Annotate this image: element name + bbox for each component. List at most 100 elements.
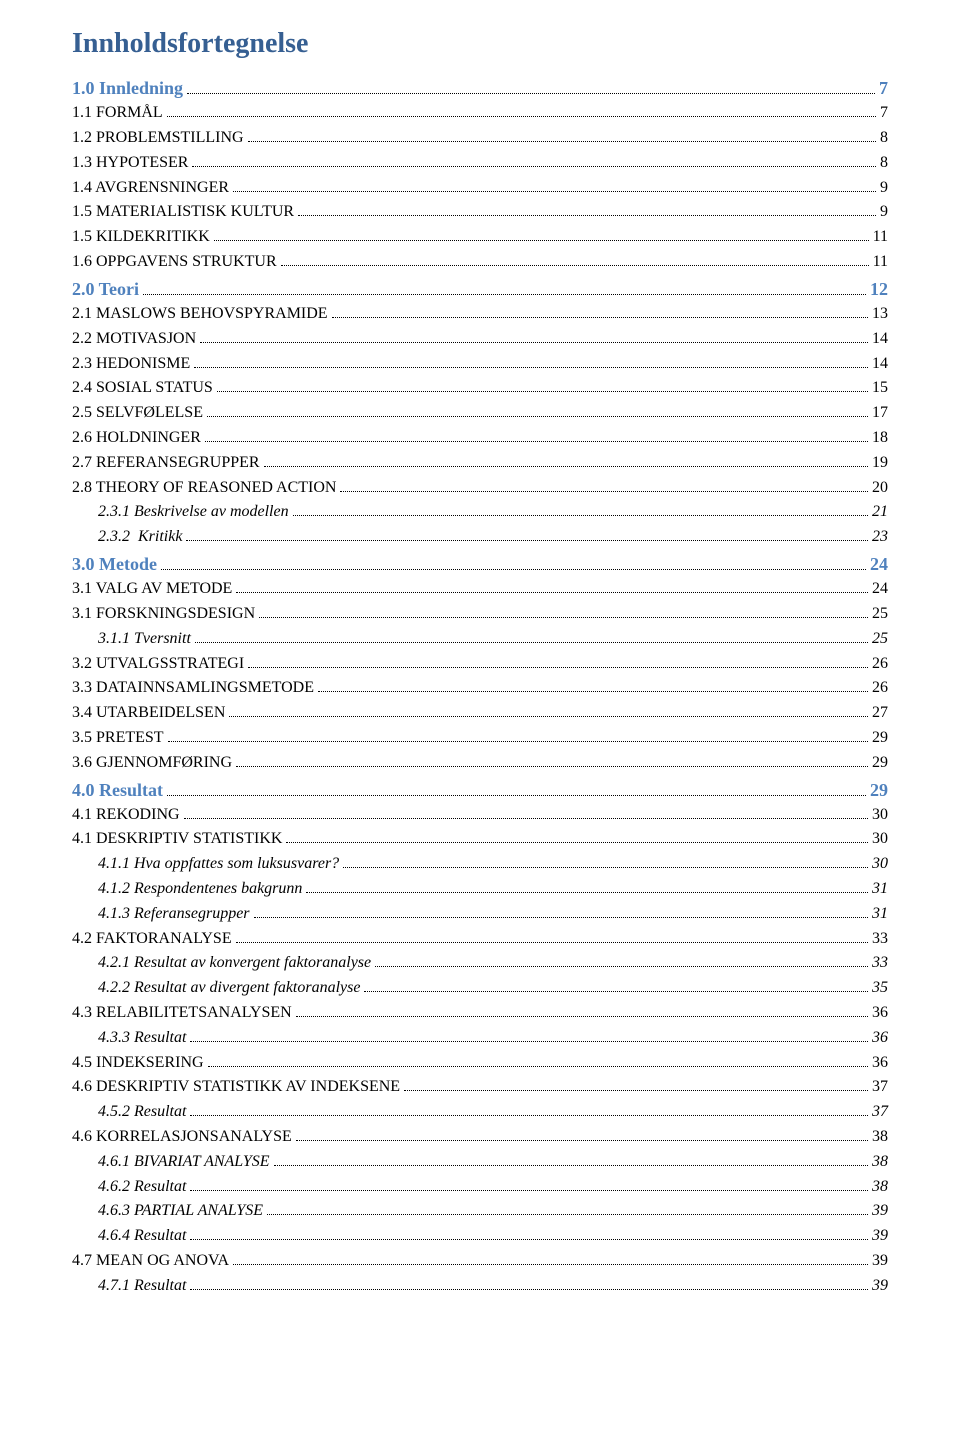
toc-entry-label: 4.7 MEAN OG ANOVA	[72, 1249, 229, 1274]
page-title: Innholdsfortegnelse	[72, 28, 888, 60]
toc-entry[interactable]: 4.6.1 BIVARIAT ANALYSE 38	[72, 1150, 888, 1175]
toc-leaders	[332, 304, 868, 318]
toc-leaders	[248, 128, 876, 142]
toc-entry[interactable]: 2.7 REFERANSEGRUPPER 19	[72, 451, 888, 476]
toc-entry[interactable]: 4.2 FAKTORANALYSE 33	[72, 927, 888, 952]
toc-leaders	[296, 1003, 868, 1017]
toc-entry-label: 2.6 HOLDNINGER	[72, 426, 201, 451]
toc-section-label: 1.0 Innledning	[72, 78, 183, 99]
toc-entry[interactable]: 4.7 MEAN OG ANOVA 39	[72, 1249, 888, 1274]
toc-entry-label: 2.4 SOSIAL STATUS	[72, 376, 213, 401]
toc-entry[interactable]: 2.8 THEORY OF REASONED ACTION 20	[72, 476, 888, 501]
toc-entry[interactable]: 2.1 MASLOWS BEHOVSPYRAMIDE 13	[72, 302, 888, 327]
toc-entry[interactable]: 1.5 KILDEKRITIKK 11	[72, 225, 888, 250]
toc-entry[interactable]: 3.3 DATAINNSAMLINGSMETODE 26	[72, 676, 888, 701]
toc-entry[interactable]: 1.5 MATERIALISTISK KULTUR 9	[72, 200, 888, 225]
toc-entry[interactable]: 4.6.3 PARTIAL ANALYSE 39	[72, 1199, 888, 1224]
toc-leaders	[267, 1201, 868, 1215]
toc-leaders	[207, 403, 868, 417]
toc-entry-label: 1.1 FORMÅL	[72, 101, 163, 126]
toc-leaders	[187, 78, 875, 94]
toc-entry-page: 24	[872, 577, 888, 602]
toc-leaders	[190, 1226, 868, 1240]
toc-entry[interactable]: 4.5.2 Resultat 37	[72, 1100, 888, 1125]
toc-entry-page: 29	[872, 726, 888, 751]
toc-entry-label: 2.7 REFERANSEGRUPPER	[72, 451, 260, 476]
toc-leaders	[184, 804, 868, 818]
toc-entry-page: 39	[872, 1199, 888, 1224]
toc-entry[interactable]: 2.3.1 Beskrivelse av modellen 21	[72, 500, 888, 525]
table-of-contents: 1.0 Innledning 71.1 FORMÅL 71.2 PROBLEMS…	[72, 78, 888, 1299]
toc-entry[interactable]: 1.1 FORMÅL 7	[72, 101, 888, 126]
toc-section-heading[interactable]: 4.0 Resultat 29	[72, 779, 888, 800]
toc-entry[interactable]: 4.2.2 Resultat av divergent faktoranalys…	[72, 976, 888, 1001]
toc-entry-label: 4.2.1 Resultat av konvergent faktoranaly…	[98, 951, 371, 976]
toc-entry-label: 4.1.2 Respondentenes bakgrunn	[98, 877, 302, 902]
toc-entry[interactable]: 2.5 SELVFØLELSE 17	[72, 401, 888, 426]
toc-leaders	[236, 928, 868, 942]
toc-leaders	[404, 1077, 868, 1091]
toc-section-heading[interactable]: 1.0 Innledning 7	[72, 78, 888, 99]
toc-entry[interactable]: 2.2 MOTIVASJON 14	[72, 327, 888, 352]
toc-entry[interactable]: 2.3 HEDONISME 14	[72, 352, 888, 377]
toc-entry[interactable]: 4.5 INDEKSERING 36	[72, 1051, 888, 1076]
toc-entry[interactable]: 2.4 SOSIAL STATUS 15	[72, 376, 888, 401]
toc-leaders	[167, 779, 866, 795]
toc-entry[interactable]: 4.2.1 Resultat av konvergent faktoranaly…	[72, 951, 888, 976]
toc-entry-label: 4.6.4 Resultat	[98, 1224, 186, 1249]
toc-entry[interactable]: 4.1.3 Referansegrupper 31	[72, 902, 888, 927]
toc-leaders	[233, 177, 876, 191]
toc-entry-label: 4.1 REKODING	[72, 803, 180, 828]
toc-entry[interactable]: 4.1.2 Respondentenes bakgrunn 31	[72, 877, 888, 902]
toc-entry[interactable]: 1.6 OPPGAVENS STRUKTUR 11	[72, 250, 888, 275]
toc-entry[interactable]: 4.6 DESKRIPTIV STATISTIKK AV INDEKSENE 3…	[72, 1075, 888, 1100]
toc-entry[interactable]: 4.1 REKODING 30	[72, 803, 888, 828]
toc-entry[interactable]: 3.4 UTARBEIDELSEN 27	[72, 701, 888, 726]
toc-entry[interactable]: 3.5 PRETEST 29	[72, 726, 888, 751]
toc-entry[interactable]: 1.3 HYPOTESER 8	[72, 151, 888, 176]
toc-entry-label: 2.5 SELVFØLELSE	[72, 401, 203, 426]
toc-entry[interactable]: 1.4 AVGRENSNINGER 9	[72, 176, 888, 201]
toc-entry-page: 7	[880, 101, 888, 126]
toc-entry[interactable]: 4.6.4 Resultat 39	[72, 1224, 888, 1249]
toc-entry[interactable]: 3.1 FORSKNINGSDESIGN 25	[72, 602, 888, 627]
toc-entry-page: 29	[872, 751, 888, 776]
toc-entry[interactable]: 2.6 HOLDNINGER 18	[72, 426, 888, 451]
toc-entry-page: 25	[872, 627, 888, 652]
toc-entry-label: 4.6.3 PARTIAL ANALYSE	[98, 1199, 263, 1224]
toc-entry[interactable]: 4.6.2 Resultat 38	[72, 1175, 888, 1200]
toc-leaders	[286, 829, 868, 843]
toc-leaders	[274, 1151, 868, 1165]
toc-leaders	[259, 604, 868, 618]
toc-entry-page: 19	[872, 451, 888, 476]
toc-entry[interactable]: 4.6 KORRELASJONSANALYSE 38	[72, 1125, 888, 1150]
toc-entry[interactable]: 3.1.1 Tversnitt 25	[72, 627, 888, 652]
toc-entry-label: 4.3 RELABILITETSANALYSEN	[72, 1001, 292, 1026]
toc-entry[interactable]: 4.1.1 Hva oppfattes som luksusvarer? 30	[72, 852, 888, 877]
toc-entry[interactable]: 4.1 DESKRIPTIV STATISTIKK 30	[72, 827, 888, 852]
toc-leaders	[190, 1176, 868, 1190]
toc-entry[interactable]: 3.2 UTVALGSSTRATEGI 26	[72, 652, 888, 677]
toc-section-page: 7	[879, 78, 888, 99]
toc-section-heading[interactable]: 3.0 Metode 24	[72, 554, 888, 575]
toc-entry[interactable]: 3.1 VALG AV METODE 24	[72, 577, 888, 602]
toc-entry[interactable]: 4.7.1 Resultat 39	[72, 1274, 888, 1299]
toc-entry-label: 1.5 MATERIALISTISK KULTUR	[72, 200, 294, 225]
toc-entry[interactable]: 4.3.3 Resultat 36	[72, 1026, 888, 1051]
toc-entry-label: 1.4 AVGRENSNINGER	[72, 176, 229, 201]
toc-entry-page: 21	[872, 500, 888, 525]
toc-leaders	[200, 328, 868, 342]
toc-section: 3.0 Metode 243.1 VALG AV METODE 243.1 FO…	[72, 554, 888, 776]
toc-entry[interactable]: 2.3.2 Kritikk 23	[72, 525, 888, 550]
toc-entry[interactable]: 1.2 PROBLEMSTILLING 8	[72, 126, 888, 151]
toc-entry[interactable]: 3.6 GJENNOMFØRING 29	[72, 751, 888, 776]
toc-section-heading[interactable]: 2.0 Teori 12	[72, 279, 888, 300]
toc-entry-page: 9	[880, 176, 888, 201]
toc-entry-label: 4.7.1 Resultat	[98, 1274, 186, 1299]
toc-entry-label: 2.2 MOTIVASJON	[72, 327, 196, 352]
toc-leaders	[167, 103, 876, 117]
toc-leaders	[296, 1127, 868, 1141]
toc-leaders	[293, 502, 868, 516]
toc-entry-label: 2.3.2 Kritikk	[98, 525, 182, 550]
toc-entry[interactable]: 4.3 RELABILITETSANALYSEN 36	[72, 1001, 888, 1026]
